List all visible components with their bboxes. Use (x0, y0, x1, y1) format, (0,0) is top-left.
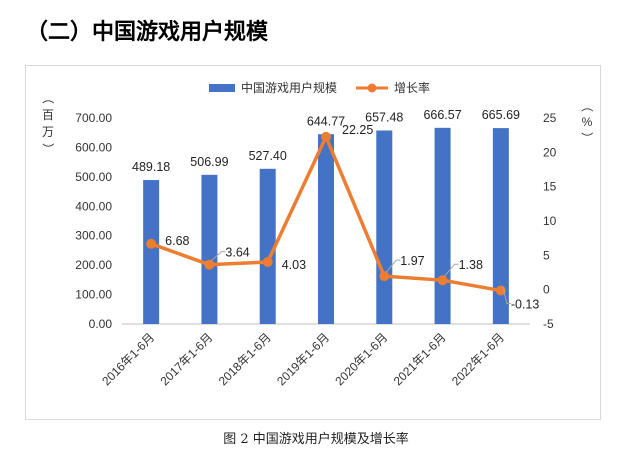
y-left-tick-label: 500.00 (75, 170, 112, 184)
y-left-unit-char: ） (41, 143, 55, 155)
y-right-tick-label: 5 (543, 248, 550, 262)
x-tick-label: 2018年1-6月 (216, 330, 274, 388)
y-right-tick-label: 20 (543, 145, 557, 159)
growth-rate-point (204, 259, 215, 270)
y-left-tick-label: 200.00 (75, 258, 112, 272)
y-right-tick-label: 0 (543, 283, 550, 297)
y-left-tick-label: 400.00 (75, 199, 112, 213)
bar (376, 130, 393, 324)
y-right-tick-label: 15 (543, 180, 557, 194)
y-left-unit-char: （ (41, 92, 55, 104)
x-tick-label: 2019年1-6月 (274, 330, 332, 388)
y-right-tick-label: 10 (543, 214, 557, 228)
data-label-leader (444, 263, 459, 277)
bar-data-label: 489.18 (132, 160, 170, 174)
chart-frame (25, 65, 601, 420)
line-data-label: 4.03 (282, 258, 306, 272)
x-tick-label: 2017年1-6月 (158, 330, 216, 388)
line-data-label: 22.25 (342, 123, 373, 137)
bar-data-label: 666.57 (423, 108, 461, 122)
bar-data-label: 506.99 (190, 155, 228, 169)
growth-rate-point (321, 131, 331, 142)
x-tick-label: 2016年1-6月 (99, 330, 157, 388)
bar (259, 168, 276, 324)
y-right-unit-char: % (582, 115, 593, 129)
bar (434, 127, 451, 324)
legend-bar-swatch (209, 84, 235, 92)
legend-line-label: 增长率 (394, 80, 430, 95)
line-data-label: 6.68 (165, 234, 189, 248)
y-left-tick-label: 100.00 (75, 288, 112, 302)
y-right-unit-char: ） (580, 132, 594, 144)
section-heading: （二）中国游戏用户规模 (26, 20, 269, 45)
growth-rate-point (262, 256, 273, 267)
line-data-label: 1.97 (400, 254, 424, 268)
y-right-unit-char: （ (580, 100, 594, 112)
legend-bar-label: 中国游戏用户规模 (241, 80, 337, 95)
bar (201, 174, 218, 324)
legend-line-marker (367, 83, 377, 93)
x-tick-label: 2021年1-6月 (391, 330, 449, 388)
bar (318, 134, 334, 324)
y-right-tick-label: 25 (543, 111, 557, 125)
data-label-leader (502, 286, 511, 305)
line-data-label: 1.38 (459, 258, 483, 272)
bar-data-label: 665.69 (482, 108, 520, 122)
y-left-tick-label: 0.00 (89, 317, 113, 331)
y-left-unit-char: 百 (42, 108, 54, 122)
y-left-tick-label: 300.00 (75, 229, 112, 243)
y-left-tick-label: 600.00 (75, 140, 112, 154)
data-label-leader (385, 259, 401, 273)
line-data-label: -0.13 (511, 298, 540, 312)
data-label-leader (211, 251, 226, 262)
bar-data-label: 644.77 (307, 114, 345, 128)
figure-caption: 图 2 中国游戏用户规模及增长率 (223, 432, 409, 447)
bar (143, 180, 160, 324)
growth-rate-point (379, 271, 390, 282)
y-left-tick-label: 700.00 (75, 111, 112, 125)
bar-data-label: 657.48 (365, 111, 403, 125)
y-left-unit-char: 万 (42, 125, 54, 139)
bar (492, 128, 509, 324)
x-tick-label: 2022年1-6月 (449, 330, 507, 388)
bar-data-label: 527.40 (249, 149, 287, 163)
x-tick-label: 2020年1-6月 (332, 330, 390, 388)
y-right-tick-label: -5 (543, 317, 554, 331)
growth-rate-point (437, 275, 448, 286)
line-data-label: 3.64 (225, 246, 249, 260)
growth-rate-point (146, 238, 157, 249)
